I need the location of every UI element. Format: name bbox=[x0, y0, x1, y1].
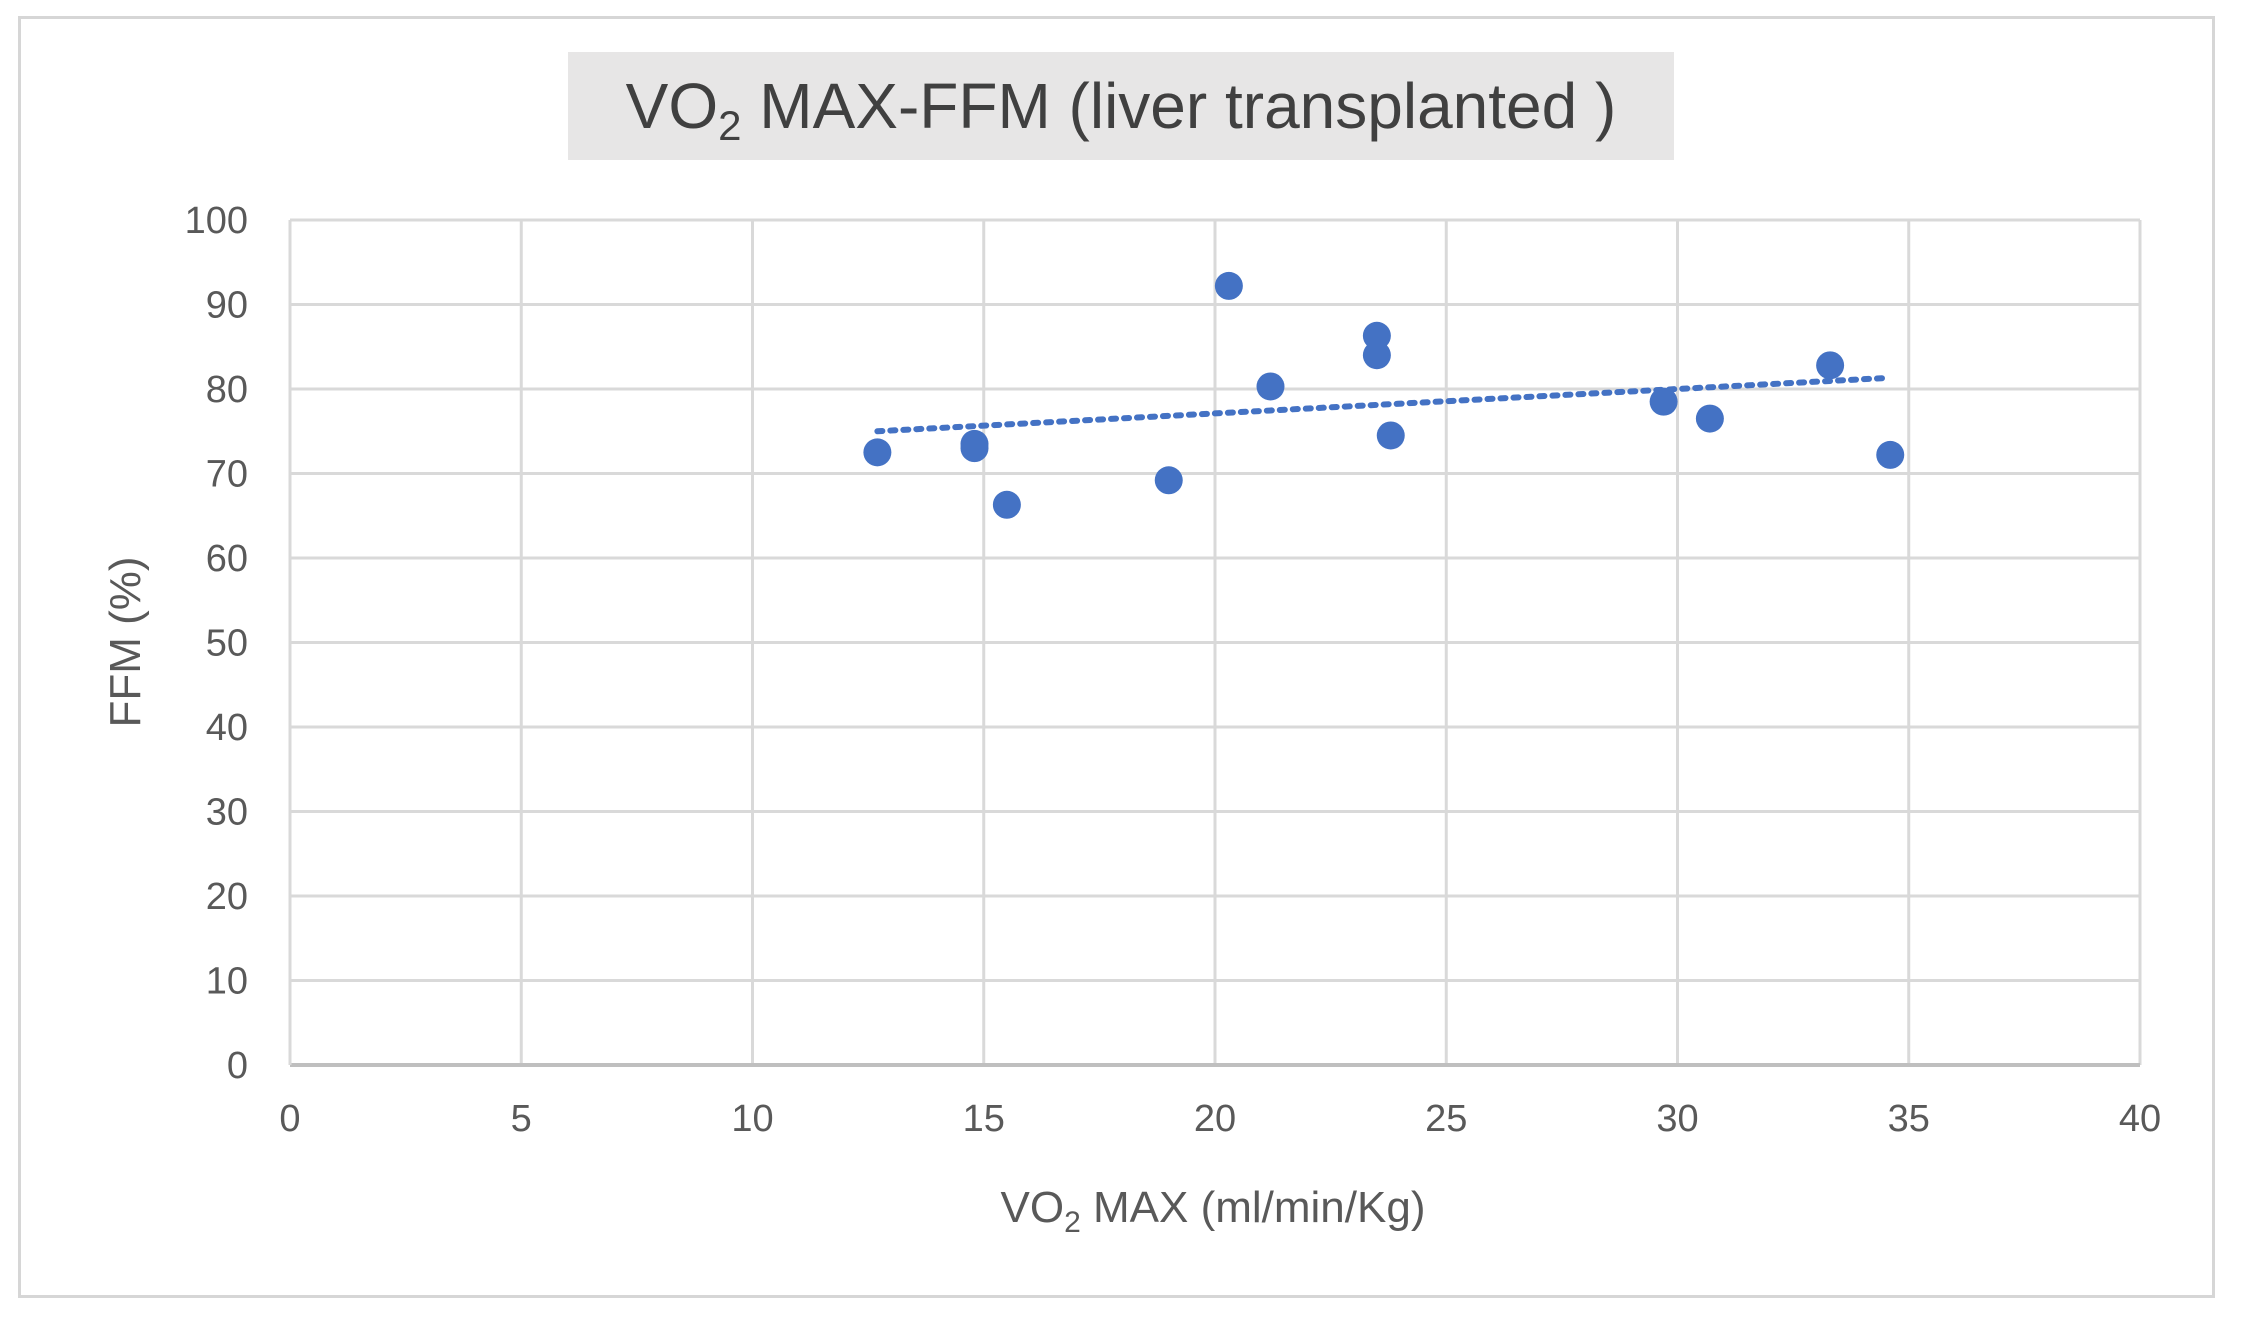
x-axis-title: VO2 MAX (ml/min/Kg) bbox=[1001, 1183, 1426, 1239]
x-tick-label: 35 bbox=[1888, 1098, 1930, 1140]
y-tick-label: 20 bbox=[206, 876, 248, 918]
x-tick-label: 30 bbox=[1656, 1098, 1698, 1140]
y-tick-label: 100 bbox=[185, 200, 248, 242]
x-tick-label: 10 bbox=[731, 1098, 773, 1140]
y-tick-label: 10 bbox=[206, 961, 248, 1003]
y-tick-label: 0 bbox=[227, 1045, 248, 1087]
y-axis-title: FFM (%) bbox=[101, 556, 150, 727]
x-axis-title-rest: MAX (ml/min/Kg) bbox=[1081, 1183, 1426, 1232]
data-point bbox=[863, 438, 892, 467]
data-point bbox=[992, 490, 1021, 519]
data-point bbox=[1256, 372, 1285, 401]
y-tick-label: 80 bbox=[206, 369, 248, 411]
data-point bbox=[1362, 321, 1391, 350]
y-tick-label: 60 bbox=[206, 538, 248, 580]
chart-frame bbox=[18, 16, 2215, 1298]
x-tick-label: 20 bbox=[1194, 1098, 1236, 1140]
y-tick-labels: 0 10 20 30 40 50 60 70 80 90 100 bbox=[185, 200, 248, 1087]
x-tick-label: 0 bbox=[279, 1098, 300, 1140]
x-tick-label: 15 bbox=[963, 1098, 1005, 1140]
data-point bbox=[1154, 466, 1183, 495]
data-point bbox=[1376, 421, 1405, 450]
y-tick-label: 90 bbox=[206, 285, 248, 327]
x-tick-label: 40 bbox=[2119, 1098, 2161, 1140]
data-points bbox=[863, 271, 1905, 519]
data-point bbox=[1876, 440, 1905, 469]
data-point bbox=[960, 434, 989, 463]
data-point bbox=[1695, 404, 1724, 433]
chart-title-main: VO bbox=[626, 70, 718, 142]
chart-title: VO2 MAX-FFM (liver transplanted ) bbox=[626, 70, 1617, 149]
x-tick-label: 25 bbox=[1425, 1098, 1467, 1140]
y-tick-label: 30 bbox=[206, 792, 248, 834]
data-point bbox=[1362, 341, 1391, 370]
y-tick-label: 40 bbox=[206, 707, 248, 749]
y-tick-label: 70 bbox=[206, 454, 248, 496]
trendline-layer bbox=[874, 375, 1889, 435]
data-point bbox=[1214, 271, 1243, 300]
data-point bbox=[1649, 387, 1678, 416]
x-axis-title-subscript: 2 bbox=[1064, 1206, 1081, 1239]
grid-lines bbox=[288, 218, 2142, 1067]
chart-title-background bbox=[568, 52, 1674, 160]
chart-title-subscript: 2 bbox=[718, 102, 741, 149]
x-axis-title-main: VO bbox=[1001, 1183, 1065, 1232]
trendline bbox=[874, 375, 1889, 435]
y-tick-label: 50 bbox=[206, 623, 248, 665]
x-tick-labels: 0 5 10 15 20 25 30 35 40 bbox=[279, 1098, 2161, 1140]
chart-title-rest: MAX-FFM (liver transplanted ) bbox=[741, 70, 1616, 142]
x-tick-label: 5 bbox=[511, 1098, 532, 1140]
axes bbox=[288, 220, 2140, 1067]
data-point bbox=[1816, 351, 1845, 380]
